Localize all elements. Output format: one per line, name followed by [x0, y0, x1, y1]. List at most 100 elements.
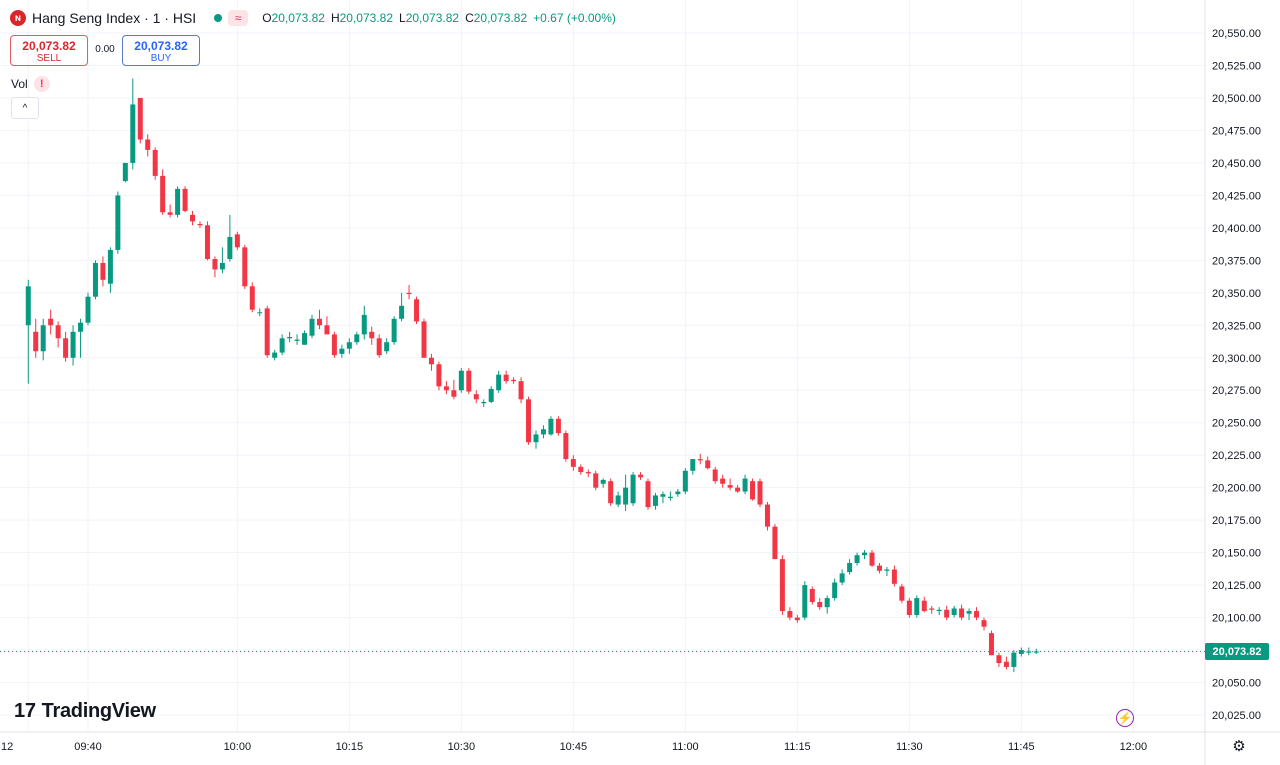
candle-body-down: [727, 485, 733, 488]
candle: [772, 524, 778, 560]
volume-alert-icon[interactable]: !: [33, 76, 50, 92]
price-axis[interactable]: 20,025.0020,050.0020,075.0020,100.0020,1…: [1212, 28, 1261, 722]
candle: [697, 453, 703, 465]
candle-body-down: [809, 588, 815, 602]
price-tick-label: 20,125.00: [1212, 580, 1261, 592]
candle: [391, 316, 397, 345]
candle: [92, 260, 98, 300]
price-tick-label: 20,025.00: [1212, 710, 1261, 722]
candle: [309, 314, 315, 339]
candle: [197, 221, 203, 228]
candle-body-up: [488, 388, 494, 402]
candle: [511, 377, 517, 384]
candle-body-up: [847, 563, 853, 573]
candle: [518, 377, 524, 404]
candle-body-up: [690, 459, 696, 471]
sell-button[interactable]: 20,073.82 SELL: [10, 35, 88, 66]
candle: [257, 308, 263, 317]
candle: [802, 581, 808, 621]
bolt-icon[interactable]: ⚡: [1116, 709, 1134, 727]
candle: [384, 338, 390, 354]
price-tick-label: 20,100.00: [1212, 613, 1261, 625]
candle: [122, 162, 128, 183]
time-tick-label: 12: [1, 741, 13, 753]
candle: [720, 474, 726, 488]
price-tick-label: 20,250.00: [1212, 418, 1261, 430]
candle: [40, 318, 46, 361]
price-tick-label: 20,450.00: [1212, 158, 1261, 170]
candle: [264, 305, 270, 358]
candle: [436, 361, 442, 391]
candle: [302, 330, 308, 345]
candle-body-up: [354, 334, 360, 343]
candle: [473, 390, 479, 404]
candle-body-up: [802, 585, 808, 618]
candle-body-up: [496, 374, 502, 391]
candle: [190, 210, 196, 226]
time-axis[interactable]: 12 09:40 10:00 10:15 10:30 10:45 11:00 11:15 11:…: [1, 741, 1147, 753]
candle-body-up: [107, 249, 113, 284]
hsi-logo-icon[interactable]: ɴ: [10, 10, 26, 26]
candle-body-down: [264, 308, 270, 356]
sell-label: SELL: [36, 53, 62, 64]
price-tick-label: 20,475.00: [1212, 125, 1261, 137]
candle: [227, 214, 233, 262]
buy-button[interactable]: 20,073.82 BUY: [122, 35, 200, 66]
candle: [48, 309, 54, 335]
candle-body-down: [152, 149, 158, 176]
candle: [369, 326, 375, 345]
candle: [540, 425, 546, 439]
candle: [33, 318, 39, 358]
candle: [779, 555, 785, 615]
candle-body-up: [227, 236, 233, 260]
candle-body-up: [548, 418, 554, 435]
candle-body-up: [884, 569, 890, 571]
candle: [809, 586, 815, 605]
volume-indicator[interactable]: Vol !: [11, 76, 50, 92]
candle: [25, 279, 31, 384]
symbol-title[interactable]: Hang Seng Index · 1 · HSI: [32, 10, 197, 26]
gear-icon[interactable]: ⚙: [1232, 738, 1246, 755]
candle: [996, 652, 1002, 667]
candle: [219, 247, 225, 274]
price-tick-label: 20,400.00: [1212, 223, 1261, 235]
candle-body-up: [361, 314, 367, 335]
candle: [152, 147, 158, 180]
candle-body-up: [70, 331, 76, 358]
candle-body-down: [794, 617, 800, 621]
candle: [959, 604, 965, 621]
candle-body-up: [294, 339, 300, 341]
candle-body-up: [272, 352, 278, 358]
candle-body-down: [988, 633, 994, 656]
candle: [705, 456, 711, 470]
market-status[interactable]: ≈: [214, 9, 249, 27]
candle: [399, 292, 405, 322]
candle-body-down: [1003, 661, 1009, 667]
candle: [906, 598, 912, 618]
candle-body-up: [346, 342, 352, 349]
market-open-dot-icon: [214, 14, 223, 22]
candle-body-down: [428, 357, 434, 365]
candle-body-down: [608, 481, 614, 504]
candle: [78, 318, 84, 358]
collapse-legend-button[interactable]: ^: [11, 97, 39, 119]
candle: [615, 491, 621, 508]
candle: [690, 459, 696, 475]
candle-body-up: [854, 555, 860, 564]
candle: [750, 478, 756, 501]
time-tick-label: 11:45: [1008, 741, 1035, 753]
delayed-data-icon[interactable]: ≈: [228, 10, 249, 26]
candle-body-down: [63, 338, 69, 358]
candle: [167, 204, 173, 218]
open-value: 20,073.82: [271, 11, 325, 25]
candle-body-down: [518, 381, 524, 400]
tradingview-logo[interactable]: 17 TradingView: [14, 700, 156, 723]
candle-body-up: [339, 348, 345, 354]
time-tick-label: 11:00: [672, 741, 699, 753]
candle: [884, 566, 890, 577]
candle-body-up: [122, 162, 128, 182]
volume-label[interactable]: Vol: [11, 77, 28, 91]
candle: [839, 569, 845, 586]
candle-body-down: [899, 586, 905, 601]
